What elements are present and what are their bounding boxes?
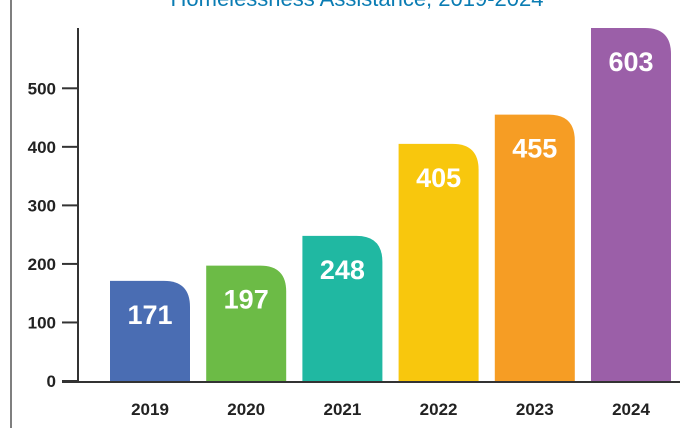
bar-2021 (302, 235, 383, 381)
value-label: 171 (127, 300, 172, 330)
bar-2019 (110, 280, 190, 381)
bar-2020 (206, 265, 287, 381)
x-tick-label: 2021 (323, 400, 361, 419)
bar-2022 (398, 143, 479, 381)
y-tick-label: 300 (28, 196, 56, 215)
value-labels: 171 197 248 405 455 603 (127, 47, 653, 330)
y-tick-label: 400 (28, 138, 56, 157)
value-label: 405 (416, 163, 461, 193)
value-label: 248 (320, 255, 365, 285)
y-axis-ticks: 0 100 200 300 400 500 (28, 79, 78, 391)
bar-2023 (494, 114, 575, 381)
x-tick-label: 2023 (516, 400, 554, 419)
value-label: 455 (512, 134, 557, 164)
category-labels: 2019 2020 2021 2022 2023 2024 (131, 400, 650, 419)
value-label: 197 (224, 285, 269, 315)
chart-title: Homelessness Assistance, 2019-2024 (171, 0, 544, 11)
x-tick-label: 2024 (612, 400, 650, 419)
y-tick-label: 500 (28, 79, 56, 98)
x-tick-label: 2022 (420, 400, 458, 419)
x-tick-label: 2019 (131, 400, 169, 419)
value-label: 603 (608, 47, 653, 77)
bars (110, 28, 671, 381)
bar-2024 (591, 28, 671, 381)
y-tick-label: 200 (28, 255, 56, 274)
y-tick-label: 100 (28, 313, 56, 332)
y-tick-label: 0 (47, 372, 56, 391)
x-tick-label: 2020 (227, 400, 265, 419)
